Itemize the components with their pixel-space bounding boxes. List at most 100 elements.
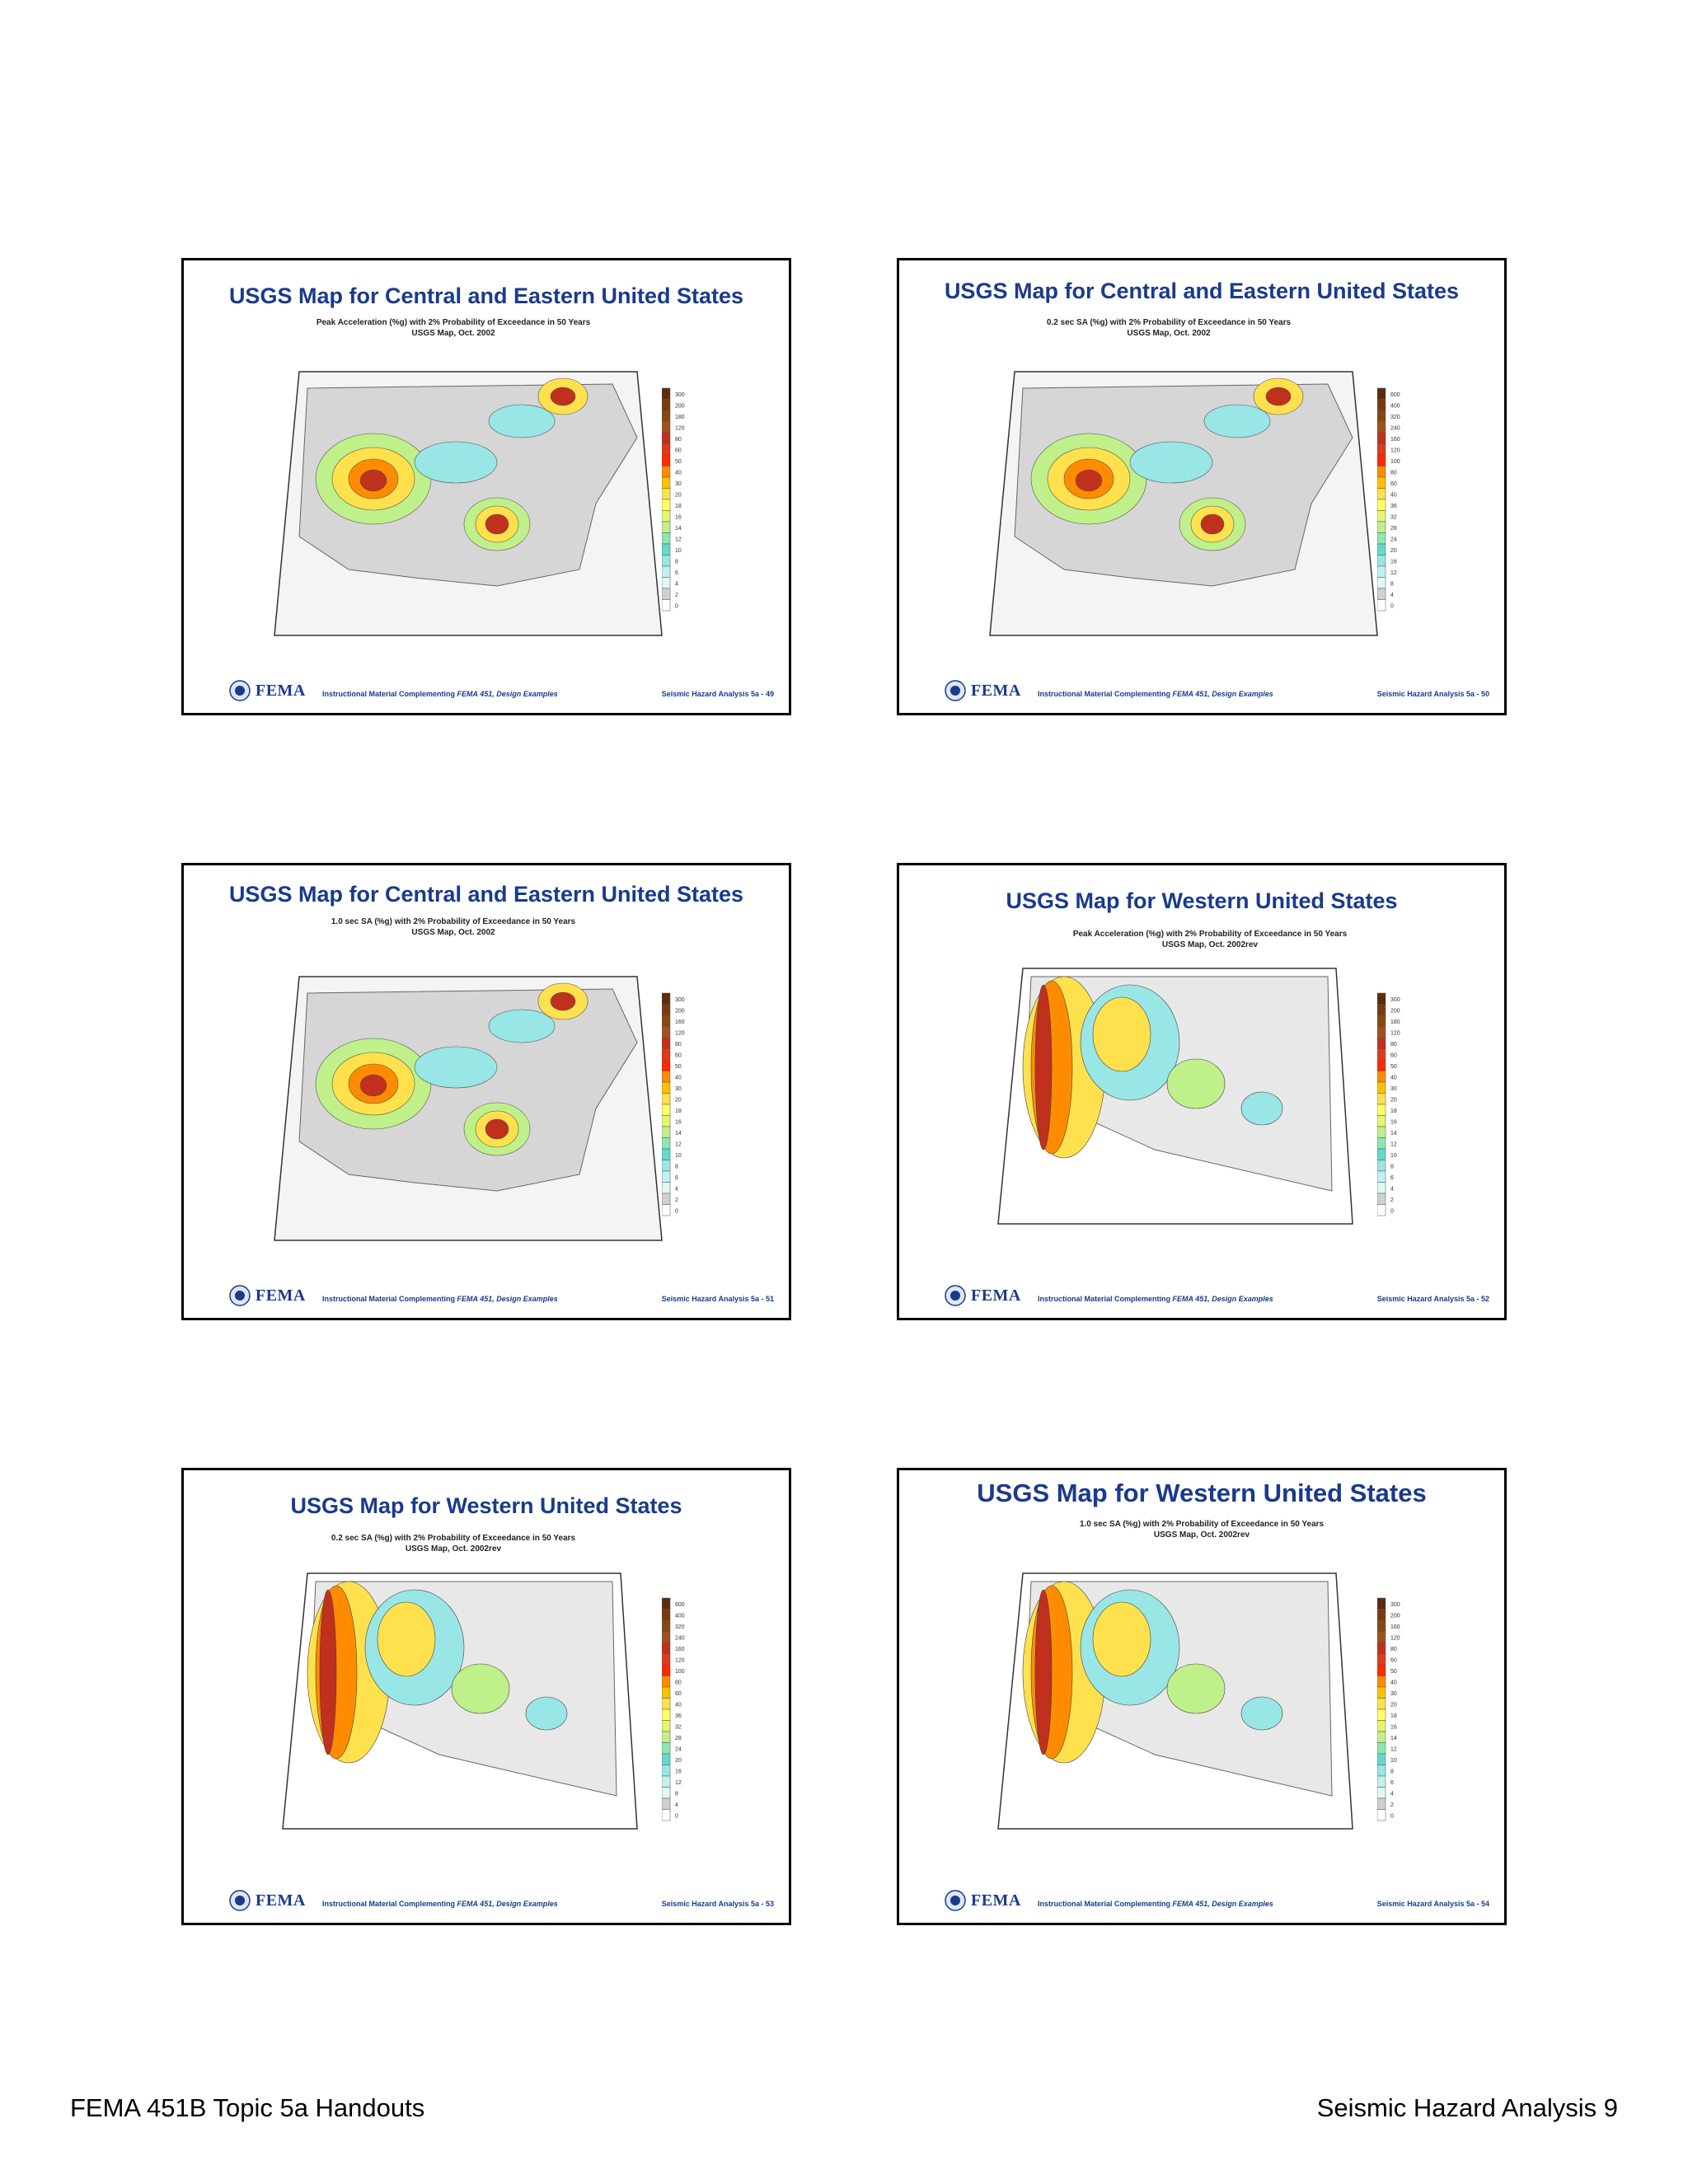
fema-wordmark: FEMA — [256, 1286, 306, 1305]
legend-label: 80 — [1390, 471, 1397, 476]
legend-swatch — [1377, 1037, 1386, 1049]
legend-label: 4 — [675, 1187, 678, 1193]
legend-label: 320 — [1390, 415, 1400, 420]
legend-swatch — [1377, 1048, 1386, 1061]
hazard-contour — [359, 1074, 387, 1097]
slide-subtitle-source: USGS Map, Oct. 2002rev — [1161, 940, 1259, 949]
legend-label: 160 — [675, 1647, 685, 1652]
page-footer-left: FEMA 451B Topic 5a Handouts — [70, 2093, 425, 2122]
legend-swatch — [662, 1026, 671, 1038]
legend-label: 0 — [1390, 604, 1394, 610]
legend-label: 20 — [675, 493, 682, 499]
legend-label: 100 — [1390, 459, 1400, 465]
legend-label: 10 — [1390, 1758, 1397, 1764]
slide-title: USGS Map for Western United States — [290, 1493, 682, 1518]
legend-swatch — [662, 599, 671, 612]
legend-swatch — [1377, 510, 1386, 523]
legend-swatch — [662, 1126, 671, 1138]
legend-swatch — [1377, 1193, 1386, 1205]
legend-label: 16 — [1390, 560, 1397, 565]
footer-credit: Instructional Material Complementing FEM… — [1038, 690, 1273, 698]
legend-swatch — [1377, 1708, 1386, 1721]
hazard-contour — [451, 1663, 510, 1714]
footer-credit: Instructional Material Complementing FEM… — [1038, 1295, 1273, 1303]
legend-swatch — [662, 1787, 671, 1799]
hazard-map-central-eastern — [274, 976, 663, 1241]
legend-swatch — [662, 466, 671, 478]
legend-label: 80 — [675, 437, 682, 443]
legend-label: 18 — [675, 1108, 682, 1114]
legend-label: 300 — [1390, 1602, 1400, 1608]
legend-label: 160 — [1390, 1624, 1400, 1630]
slide-subtitle-source: USGS Map, Oct. 2002 — [411, 928, 495, 937]
legend-swatch — [662, 577, 671, 589]
legend-label: 40 — [675, 1703, 682, 1708]
legend-swatch — [662, 543, 671, 555]
slide-subtitle-source: USGS Map, Oct. 2002 — [411, 329, 495, 338]
legend-swatch — [662, 1037, 671, 1049]
slide-subtitle: 0.2 sec SA (%g) with 2% Probability of E… — [1046, 318, 1292, 327]
hazard-contour — [414, 1046, 498, 1089]
legend-label: 6 — [675, 1175, 678, 1181]
fema-logo: FEMA — [945, 680, 1021, 701]
legend-swatch — [662, 1742, 671, 1755]
slide-53: USGS Map for Western United States 0.2 s… — [181, 1468, 791, 1925]
legend-swatch — [1377, 992, 1386, 1005]
legend-label: 2 — [675, 1197, 678, 1203]
legend-label: 30 — [1390, 1691, 1397, 1697]
hazard-contour — [1129, 441, 1213, 484]
legend-swatch — [1377, 1787, 1386, 1799]
legend-swatch — [1377, 1675, 1386, 1688]
slide-number: Seismic Hazard Analysis 5a - 50 — [1376, 690, 1489, 698]
hazard-map-central-eastern — [989, 371, 1378, 636]
legend-swatch — [662, 1809, 671, 1821]
legend-label: 0 — [675, 1209, 678, 1215]
legend-swatch — [662, 1686, 671, 1699]
slide-subtitle-source: USGS Map, Oct. 2002 — [1127, 329, 1211, 338]
legend-swatch — [662, 476, 671, 489]
legend-swatch — [662, 1137, 671, 1150]
legend-swatch — [662, 510, 671, 523]
slide-number: Seismic Hazard Analysis 5a - 51 — [661, 1295, 774, 1303]
legend-swatch — [1377, 1137, 1386, 1150]
legend-swatch — [1377, 1126, 1386, 1138]
legend-label: 50 — [675, 459, 682, 465]
hazard-contour — [414, 441, 498, 484]
legend-swatch — [662, 588, 671, 600]
legend-label: 100 — [675, 1669, 685, 1675]
legend-swatch — [662, 532, 671, 545]
legend-swatch — [1377, 1160, 1386, 1172]
legend-label: 6 — [1390, 1175, 1394, 1181]
legend-label: 30 — [675, 481, 682, 487]
legend-swatch — [1377, 1148, 1386, 1160]
legend-label: 14 — [1390, 1736, 1397, 1741]
legend-label: 120 — [1390, 1636, 1400, 1642]
hazard-contour — [359, 469, 387, 492]
legend-label: 120 — [675, 1031, 685, 1037]
hazard-contour — [319, 1589, 337, 1755]
legend-label: 50 — [1390, 1064, 1397, 1070]
legend-swatch — [662, 1081, 671, 1094]
legend-swatch — [1377, 1765, 1386, 1777]
legend-label: 60 — [1390, 1053, 1397, 1059]
legend-swatch — [662, 992, 671, 1005]
legend-swatch — [662, 1775, 671, 1788]
legend-swatch — [1377, 565, 1386, 578]
legend-label: 14 — [675, 1131, 682, 1137]
legend-swatch — [662, 1765, 671, 1777]
legend-swatch — [1377, 466, 1386, 478]
legend-label: 20 — [675, 1098, 682, 1104]
legend-label: 200 — [1390, 1009, 1400, 1015]
legend-label: 10 — [675, 1153, 682, 1159]
legend-label: 4 — [675, 1802, 678, 1808]
legend-label: 16 — [675, 1769, 682, 1775]
legend-swatch — [1377, 1597, 1386, 1610]
legend-label: 4 — [675, 582, 678, 588]
legend-label: 0 — [675, 1814, 678, 1820]
legend-label: 24 — [675, 1747, 682, 1753]
legend-swatch — [1377, 1631, 1386, 1643]
legend-swatch — [662, 410, 671, 422]
fema-logo: FEMA — [945, 1890, 1021, 1911]
legend-swatch — [1377, 1104, 1386, 1116]
legend-label: 18 — [1390, 1108, 1397, 1114]
